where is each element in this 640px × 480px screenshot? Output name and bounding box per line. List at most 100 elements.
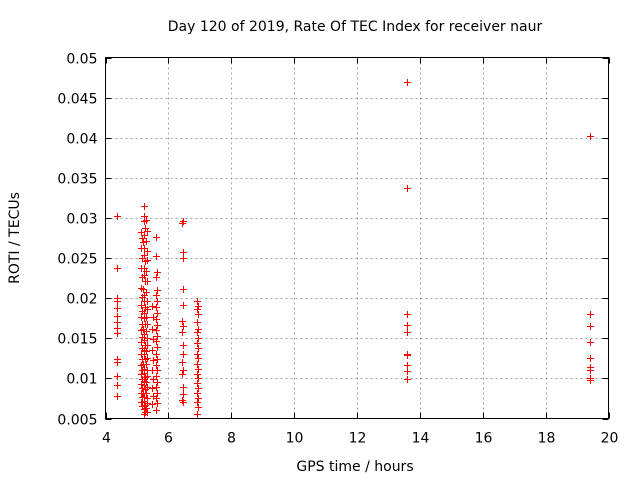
data-point xyxy=(143,314,150,321)
data-point xyxy=(194,361,201,368)
data-point xyxy=(195,345,202,352)
data-point xyxy=(180,399,187,406)
data-point xyxy=(194,319,201,326)
data-point xyxy=(404,311,411,318)
y-tick-label: 0.015 xyxy=(57,332,97,348)
data-point xyxy=(143,348,150,355)
data-point xyxy=(195,404,202,411)
data-point xyxy=(154,322,161,329)
data-point xyxy=(144,228,151,235)
data-point xyxy=(141,232,148,239)
data-point xyxy=(194,329,201,336)
y-tick-label: 0.01 xyxy=(66,372,97,388)
chart-title: Day 120 of 2019, Rate Of TEC Index for r… xyxy=(168,19,543,35)
data-point xyxy=(587,311,594,318)
data-point xyxy=(154,310,161,317)
x-tick-label: 12 xyxy=(349,431,367,447)
data-point xyxy=(404,368,411,375)
plot-frame xyxy=(105,57,609,419)
data-point xyxy=(153,292,160,299)
y-tick-label: 0.04 xyxy=(66,132,97,148)
x-tick-label: 6 xyxy=(164,431,173,447)
data-point xyxy=(404,185,411,192)
x-tick-label: 20 xyxy=(601,431,619,447)
data-point xyxy=(153,316,160,323)
data-point xyxy=(144,373,151,380)
data-point xyxy=(404,376,411,383)
data-point xyxy=(138,399,145,406)
data-point xyxy=(154,333,161,340)
data-point xyxy=(180,391,187,398)
data-point xyxy=(179,329,186,336)
data-point xyxy=(144,355,151,362)
data-point xyxy=(154,287,161,294)
data-point xyxy=(114,382,121,389)
data-point xyxy=(194,340,201,347)
data-point xyxy=(153,395,160,402)
data-point xyxy=(143,268,150,275)
grid xyxy=(105,57,609,419)
data-point xyxy=(141,203,148,210)
data-point xyxy=(143,328,150,335)
y-tick-label: 0.025 xyxy=(57,252,97,268)
data-point xyxy=(194,390,201,397)
data-point xyxy=(144,400,151,407)
data-point xyxy=(154,269,161,276)
data-point xyxy=(114,319,121,326)
data-point xyxy=(153,384,160,391)
data-point xyxy=(195,385,202,392)
data-point xyxy=(149,347,156,354)
y-tick-label: 0.05 xyxy=(66,52,97,68)
data-point xyxy=(143,379,150,386)
data-point xyxy=(404,329,411,336)
data-point xyxy=(144,278,151,285)
data-point xyxy=(138,371,145,378)
data-point xyxy=(138,229,145,236)
data-point xyxy=(153,362,160,369)
data-point xyxy=(587,377,594,384)
x-tick-label: 4 xyxy=(102,431,111,447)
data-point xyxy=(143,361,150,368)
data-point xyxy=(180,384,187,391)
data-point xyxy=(195,303,202,310)
data-point xyxy=(179,371,186,378)
data-point xyxy=(195,311,202,318)
data-point xyxy=(194,399,201,406)
data-point xyxy=(150,357,157,364)
x-tick-label: 10 xyxy=(286,431,304,447)
data-point xyxy=(141,370,148,377)
data-point xyxy=(195,326,202,333)
data-points xyxy=(114,79,594,418)
data-point xyxy=(194,298,201,305)
x-tick-label: 8 xyxy=(227,431,236,447)
data-point xyxy=(149,401,156,408)
x-tick-label: 18 xyxy=(538,431,556,447)
data-point xyxy=(194,351,201,358)
data-point xyxy=(149,326,156,333)
data-point xyxy=(153,351,160,358)
data-point xyxy=(153,253,160,260)
data-point xyxy=(404,362,411,369)
data-point xyxy=(195,355,202,362)
data-point xyxy=(180,367,187,374)
data-point xyxy=(144,298,151,305)
data-point xyxy=(141,272,148,279)
data-point xyxy=(154,390,161,397)
y-tick-label: 0.02 xyxy=(66,292,97,308)
data-point xyxy=(150,376,157,383)
data-point xyxy=(194,371,201,378)
y-axis-label: ROTI / TECUs xyxy=(7,192,23,284)
data-point xyxy=(154,344,161,351)
data-point xyxy=(149,385,156,392)
data-point xyxy=(154,400,161,407)
data-point xyxy=(194,411,201,418)
data-point xyxy=(143,390,150,397)
data-point xyxy=(143,217,150,224)
data-point xyxy=(144,384,151,391)
data-point xyxy=(154,367,161,374)
data-point xyxy=(144,335,151,342)
data-point xyxy=(180,302,187,309)
data-point xyxy=(195,395,202,402)
y-tick-label: 0.045 xyxy=(57,92,97,108)
